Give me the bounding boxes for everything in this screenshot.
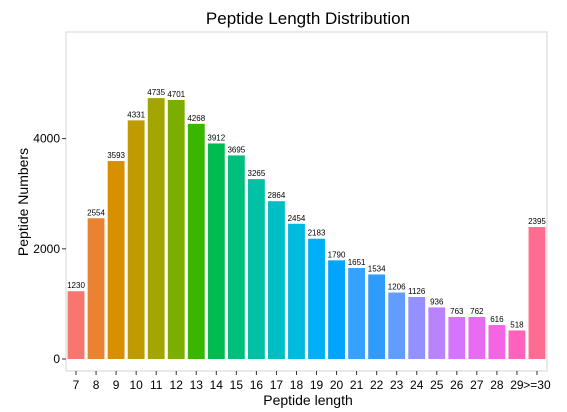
- x-tick-label: 19: [310, 378, 324, 392]
- data-label-21: 1651: [348, 258, 366, 267]
- bar->=30: [528, 227, 546, 359]
- bar-24: [408, 296, 426, 359]
- bar-29: [508, 330, 526, 359]
- x-tick-label: 14: [210, 378, 224, 392]
- bar-18: [288, 223, 305, 359]
- chart-title: Peptide Length Distribution: [206, 9, 410, 28]
- data-label-23: 1206: [388, 283, 406, 292]
- bar-19: [308, 238, 325, 359]
- x-tick-label: 24: [410, 378, 424, 392]
- x-tick-label: 29: [510, 378, 524, 392]
- data-label-16: 3265: [248, 169, 266, 178]
- x-tick-label: 7: [73, 378, 80, 392]
- data-label-22: 1534: [368, 264, 386, 273]
- data-label-26: 763: [450, 307, 464, 316]
- x-tick-label: 18: [290, 378, 304, 392]
- bar-27: [468, 317, 486, 359]
- x-tick-label: 22: [370, 378, 384, 392]
- x-tick-label: 17: [270, 378, 284, 392]
- x-tick-label: 20: [330, 378, 344, 392]
- x-tick-label: 12: [170, 378, 184, 392]
- x-tick-label: 15: [230, 378, 244, 392]
- bar-22: [368, 274, 386, 359]
- bar-28: [488, 325, 506, 359]
- x-tick-label: 21: [350, 378, 364, 392]
- x-axis-label: Peptide length: [263, 392, 353, 408]
- bar-8: [87, 218, 105, 359]
- bar-7: [67, 291, 85, 359]
- bar-12: [167, 99, 185, 359]
- bar-15: [227, 155, 245, 359]
- data-label-7: 1230: [67, 281, 85, 290]
- bar-16: [247, 179, 265, 359]
- x-tick-label: 23: [390, 378, 404, 392]
- data-label-10: 4331: [127, 110, 145, 119]
- x-tick-label: >=30: [523, 378, 551, 392]
- data-label-9: 3593: [107, 151, 125, 160]
- data-label-15: 3695: [227, 145, 245, 154]
- x-tick-label: 9: [113, 378, 120, 392]
- x-tick-label: 11: [150, 378, 163, 392]
- bar-17: [268, 201, 285, 359]
- bar-9: [107, 161, 125, 359]
- data-label-29: 518: [510, 320, 524, 329]
- x-tick-label: 16: [250, 378, 264, 392]
- bars-group: [67, 98, 546, 359]
- bar-23: [388, 292, 406, 359]
- data-label-28: 616: [490, 315, 504, 324]
- data-label-24: 1126: [408, 287, 426, 296]
- y-tick-label: 4000: [33, 132, 60, 146]
- x-tick-label: 10: [129, 378, 143, 392]
- bar-13: [187, 123, 205, 359]
- data-label-13: 4268: [187, 114, 205, 123]
- y-tick-label: 0: [53, 352, 60, 366]
- data-label-8: 2554: [87, 208, 105, 217]
- data-label->=30: 2395: [528, 217, 546, 226]
- x-tick-label: 26: [450, 378, 464, 392]
- y-axis: 0 2000 4000: [33, 132, 66, 366]
- x-axis: 7 8 9 10 11 12 13 14 15 16 17 18 19 20 21 22 23 24 25 26 27 2…: [73, 371, 551, 392]
- y-axis-label: Peptide Numbers: [15, 148, 31, 256]
- bar-14: [207, 143, 225, 359]
- data-label-17: 2864: [268, 191, 286, 200]
- x-tick-label: 25: [430, 378, 444, 392]
- x-tick-label: 13: [190, 378, 204, 392]
- data-label-27: 762: [470, 307, 484, 316]
- bar-10: [127, 120, 145, 359]
- bar-20: [328, 260, 345, 359]
- data-label-14: 3912: [207, 133, 225, 142]
- plot-panel: [65, 31, 548, 372]
- bar-21: [348, 268, 366, 359]
- data-label-20: 1790: [328, 250, 346, 259]
- data-label-12: 4701: [167, 90, 185, 99]
- y-tick-label: 2000: [33, 242, 60, 256]
- data-label-11: 4735: [147, 88, 165, 97]
- x-tick-label: 28: [490, 378, 504, 392]
- data-label-19: 2183: [308, 229, 326, 238]
- bar-26: [448, 316, 466, 359]
- x-tick-label: 27: [470, 378, 484, 392]
- bar-11: [147, 98, 165, 359]
- data-label-25: 936: [430, 297, 444, 306]
- x-tick-label: 8: [93, 378, 100, 392]
- data-label-18: 2454: [288, 214, 306, 223]
- bar-25: [428, 307, 446, 359]
